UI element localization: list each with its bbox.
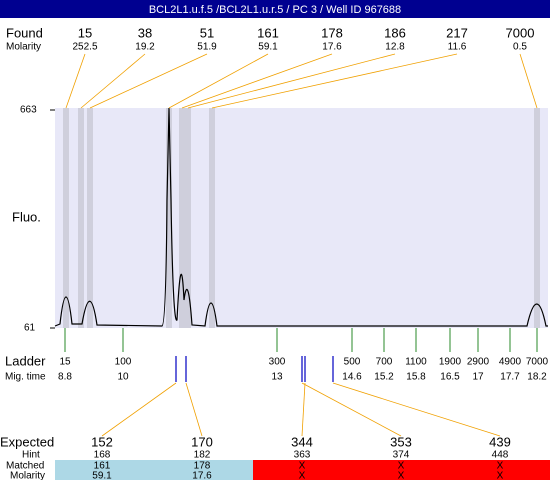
ladder-time: 10 <box>117 372 129 383</box>
matched-molarity: X <box>398 471 405 480</box>
expected-size: 344 <box>291 434 313 449</box>
matched-molarity: 59.1 <box>92 471 112 480</box>
ladder-time: 15.2 <box>374 372 394 383</box>
markers <box>175 356 334 382</box>
expected-size: 170 <box>191 434 213 449</box>
found-molarity: 0.5 <box>513 42 527 53</box>
ladder-size: 100 <box>115 357 132 368</box>
link <box>185 382 203 437</box>
hint: 374 <box>393 450 410 461</box>
title-bar <box>0 0 550 18</box>
expected-links <box>101 382 501 437</box>
found-molarity: 59.1 <box>258 42 278 53</box>
link <box>332 382 501 437</box>
peak-link <box>181 53 333 109</box>
found-size: 15 <box>78 25 92 40</box>
ladder-size: 500 <box>344 357 361 368</box>
found-label: Found <box>6 25 43 40</box>
matched: 178 <box>194 461 211 472</box>
matched: X <box>497 461 504 472</box>
ladder-time: 13 <box>271 372 283 383</box>
matched: 161 <box>94 461 111 472</box>
plot-area <box>55 108 548 328</box>
expected-size: 152 <box>91 434 113 449</box>
found-size: 186 <box>384 25 406 40</box>
link <box>301 382 402 437</box>
ladder-time: 8.8 <box>58 372 72 383</box>
found-size: 161 <box>257 25 279 40</box>
matched: X <box>299 461 306 472</box>
peak-band <box>63 108 69 328</box>
found-molarity: 11.6 <box>448 42 467 53</box>
ladder-time-label: Mig. time <box>5 372 46 383</box>
peak-link <box>89 53 208 109</box>
ladder-time: 17 <box>472 372 484 383</box>
peak-band <box>78 108 84 328</box>
ladder-label: Ladder <box>5 353 46 368</box>
ladder-size: 700 <box>376 357 393 368</box>
ladder-time: 16.5 <box>440 372 460 383</box>
expected-size: 353 <box>390 434 412 449</box>
matched-molarity: X <box>497 471 504 480</box>
ladder-size: 2900 <box>467 357 490 368</box>
peak-link <box>211 53 458 109</box>
link <box>101 382 177 437</box>
ladder-size: 7000 <box>526 357 549 368</box>
peak-link <box>187 53 396 109</box>
found-size: 7000 <box>506 25 535 40</box>
molarity-label: Molarity <box>10 471 45 480</box>
found-molarity: 17.6 <box>322 42 342 53</box>
found-molarity: 252.5 <box>72 42 97 53</box>
hint: 182 <box>194 450 211 461</box>
ladder-time: 14.6 <box>342 372 362 383</box>
found-size: 51 <box>200 25 214 40</box>
y-max-label: 663 <box>20 105 37 116</box>
peak-link <box>168 53 269 109</box>
found-size: 38 <box>138 25 152 40</box>
ladder-size: 1100 <box>405 357 427 368</box>
peak-band <box>87 108 93 328</box>
matched-molarity: X <box>299 471 306 480</box>
ladder-time: 18.2 <box>527 372 547 383</box>
matched: X <box>398 461 405 472</box>
y-min-label: 61 <box>24 323 36 334</box>
expected-label: Expected <box>0 434 54 449</box>
found-molarity: 51.9 <box>197 42 217 53</box>
found-molarity: 12.8 <box>385 42 405 53</box>
expected-size: 439 <box>489 434 511 449</box>
peak-band <box>185 108 191 328</box>
found-size: 178 <box>321 25 343 40</box>
found-size: 217 <box>446 25 468 40</box>
ladder-size: 300 <box>269 357 286 368</box>
matched-molarity: 17.6 <box>192 471 212 480</box>
ladder-time: 17.7 <box>500 372 520 383</box>
hint: 448 <box>492 450 509 461</box>
ladder-size: 15 <box>59 357 71 368</box>
title: BCL2L1.u.f.5 /BCL2L1.u.r.5 / PC 3 / Well… <box>149 4 401 16</box>
peak-band <box>534 108 540 328</box>
hint: 168 <box>94 450 111 461</box>
hint: 363 <box>294 450 311 461</box>
found-molarity-label: Molarity <box>6 42 41 53</box>
matched-bg <box>55 460 253 480</box>
ladder-size: 1900 <box>439 357 462 368</box>
peak-band <box>166 108 172 328</box>
ladder-time: 15.8 <box>406 372 426 383</box>
peak-link <box>80 53 146 109</box>
y-axis-label: Fluo. <box>12 209 41 224</box>
peak-band <box>179 108 185 328</box>
peak-link <box>519 53 538 109</box>
found-molarity: 19.2 <box>135 42 155 53</box>
matched-label: Matched <box>6 461 44 472</box>
peak-link <box>65 53 86 109</box>
trace <box>54 107 548 327</box>
link <box>301 382 306 437</box>
unmatched-bg <box>253 460 550 480</box>
peak-band <box>209 108 215 328</box>
ladder-size: 4900 <box>499 357 522 368</box>
hint-label: Hint <box>22 450 40 461</box>
